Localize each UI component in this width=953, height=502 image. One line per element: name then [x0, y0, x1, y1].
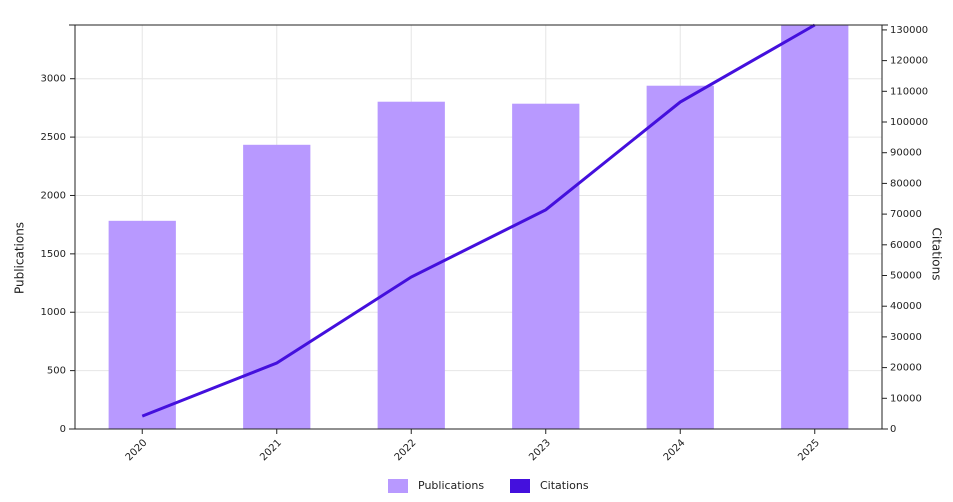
y-tick-label: 2500 — [41, 132, 66, 143]
y2-tick-label: 20000 — [890, 363, 922, 374]
y-axis-title: Publications — [13, 222, 27, 294]
legend-text: Citations — [540, 479, 589, 492]
bar — [781, 25, 849, 429]
bar — [108, 220, 176, 429]
bar — [646, 85, 714, 429]
bar — [512, 103, 580, 429]
y-tick-label: 1000 — [41, 307, 66, 318]
y2-tick-label: 70000 — [890, 209, 922, 220]
y2-tick-label: 100000 — [890, 117, 928, 128]
y-tick-label: 500 — [47, 366, 66, 377]
line — [141, 23, 816, 418]
legend-swatch — [388, 479, 408, 493]
y2-tick-label: 60000 — [890, 240, 922, 251]
y2-tick-label: 10000 — [890, 393, 922, 404]
y2-tick-label: 90000 — [890, 148, 922, 159]
legend-swatch — [510, 479, 530, 493]
y2-tick-label: 130000 — [890, 25, 928, 36]
y-tick-label: 1500 — [41, 249, 66, 260]
y2-tick-label: 80000 — [890, 178, 922, 189]
y2-tick-label: 50000 — [890, 271, 922, 282]
x-tick-label: 2021 — [258, 437, 284, 463]
x-tick-label: 2023 — [527, 437, 553, 463]
y-tick-label: 0 — [60, 424, 66, 435]
legend-text: Publications — [418, 479, 484, 492]
y2-axis-title: Citations — [930, 227, 944, 280]
x-tick-label: 2020 — [124, 437, 150, 463]
x-tick-label: 2022 — [393, 437, 419, 463]
y-tick-label: 3000 — [41, 74, 66, 85]
y2-tick-label: 120000 — [890, 56, 928, 67]
x-tick-label: 2024 — [662, 437, 688, 463]
bar — [243, 144, 311, 430]
y2-tick-label: 0 — [890, 424, 896, 435]
y-tick-label: 2000 — [41, 190, 66, 201]
y2-tick-label: 40000 — [890, 301, 922, 312]
y2-tick-label: 30000 — [890, 332, 922, 343]
y2-tick-label: 110000 — [890, 86, 928, 97]
x-tick-label: 2025 — [796, 437, 822, 463]
